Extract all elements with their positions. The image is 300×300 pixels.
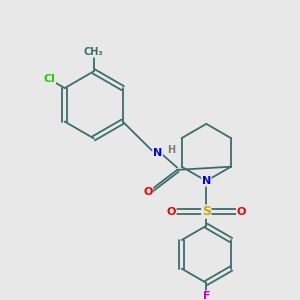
Text: S: S — [202, 205, 211, 218]
Text: Cl: Cl — [44, 74, 56, 84]
Text: O: O — [143, 187, 153, 197]
Text: H: H — [167, 145, 175, 155]
Text: F: F — [202, 291, 210, 300]
Text: N: N — [153, 148, 162, 158]
Text: O: O — [237, 207, 246, 217]
Text: N: N — [202, 176, 211, 186]
Text: CH₃: CH₃ — [84, 47, 104, 57]
Text: O: O — [167, 207, 176, 217]
